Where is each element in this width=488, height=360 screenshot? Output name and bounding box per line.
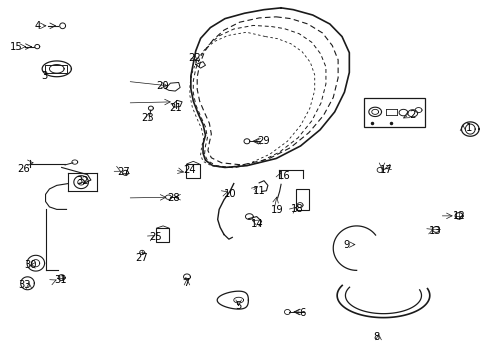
Text: 30: 30 bbox=[24, 260, 37, 270]
Text: 13: 13 bbox=[428, 226, 441, 236]
Text: 27: 27 bbox=[117, 167, 130, 177]
Text: 28: 28 bbox=[167, 193, 180, 203]
Text: 1: 1 bbox=[465, 123, 471, 133]
Text: 7: 7 bbox=[183, 278, 189, 288]
Text: 23: 23 bbox=[142, 113, 154, 123]
Text: 2: 2 bbox=[409, 111, 415, 121]
Text: 16: 16 bbox=[278, 171, 290, 181]
Text: 33: 33 bbox=[18, 280, 30, 290]
Text: 4: 4 bbox=[34, 21, 41, 31]
Text: 15: 15 bbox=[10, 42, 22, 52]
Text: 21: 21 bbox=[168, 103, 181, 113]
Text: 25: 25 bbox=[149, 232, 162, 242]
Text: 10: 10 bbox=[223, 189, 236, 199]
Text: 32: 32 bbox=[76, 176, 89, 186]
Text: 29: 29 bbox=[257, 136, 270, 146]
Text: 31: 31 bbox=[54, 275, 66, 285]
Text: 12: 12 bbox=[452, 211, 465, 221]
Text: 14: 14 bbox=[250, 219, 263, 229]
Text: 22: 22 bbox=[188, 53, 201, 63]
Text: 19: 19 bbox=[271, 206, 284, 216]
Text: 3: 3 bbox=[41, 71, 48, 81]
Bar bbox=[295, 189, 309, 211]
Text: 11: 11 bbox=[252, 186, 265, 197]
Text: 27: 27 bbox=[136, 253, 148, 263]
Text: 5: 5 bbox=[235, 301, 242, 311]
Text: 6: 6 bbox=[298, 309, 305, 318]
Bar bbox=[363, 98, 424, 127]
Text: 17: 17 bbox=[379, 165, 391, 175]
Text: 8: 8 bbox=[372, 332, 379, 342]
Text: 20: 20 bbox=[156, 81, 168, 91]
Text: 26: 26 bbox=[18, 164, 30, 174]
Bar bbox=[156, 228, 169, 242]
Text: 24: 24 bbox=[183, 165, 196, 175]
Text: 18: 18 bbox=[290, 204, 303, 215]
Bar bbox=[185, 164, 199, 178]
Text: 9: 9 bbox=[343, 239, 349, 249]
